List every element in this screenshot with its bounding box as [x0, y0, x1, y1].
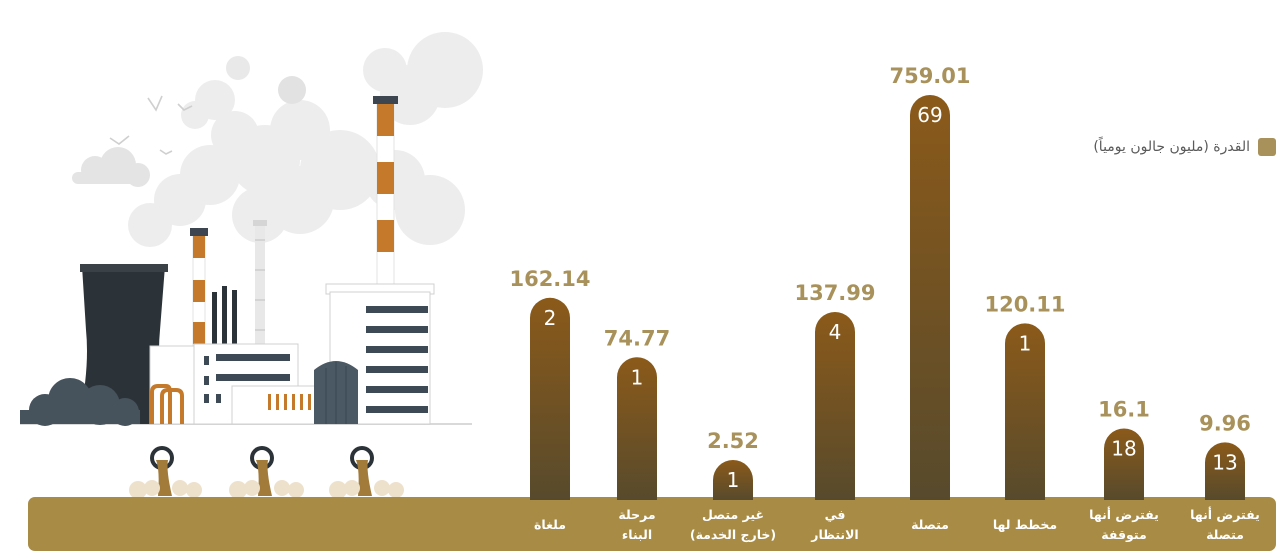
value-label: 16.1 — [1098, 397, 1150, 421]
count-label: 18 — [1111, 436, 1136, 460]
value-label: 162.14 — [509, 267, 590, 291]
value-label: 9.96 — [1199, 411, 1251, 435]
legend-swatch — [1258, 138, 1276, 156]
category-label: يفترض أنها متصلة — [1190, 507, 1260, 542]
category-label: متصلة — [911, 517, 949, 532]
bar — [530, 297, 570, 500]
bar — [1205, 442, 1245, 500]
bar — [713, 460, 753, 500]
count-label: 13 — [1212, 450, 1237, 474]
value-label: 120.11 — [984, 292, 1065, 316]
value-label: 74.77 — [604, 326, 670, 350]
legend: القدرة (مليون جالون يومياً) — [1040, 137, 1276, 157]
category-band — [28, 497, 1276, 551]
bar — [815, 311, 855, 500]
category-label: مخطط لها — [992, 517, 1058, 532]
category-label: في الانتظار — [811, 507, 859, 542]
bar — [910, 95, 950, 500]
legend-label: القدرة (مليون جالون يومياً) — [1093, 139, 1250, 155]
bar — [1005, 323, 1045, 500]
bar — [1104, 428, 1144, 500]
count-label: 1 — [727, 468, 740, 492]
value-label: 2.52 — [707, 429, 759, 453]
bar — [617, 357, 657, 500]
count-label: 69 — [917, 103, 942, 127]
category-label: غير متصل (خارج الخدمة) — [689, 507, 777, 542]
count-label: 1 — [1019, 331, 1032, 355]
count-label: 2 — [544, 306, 557, 330]
value-label: 759.01 — [889, 64, 970, 88]
count-label: 4 — [829, 320, 842, 344]
value-label: 137.99 — [794, 281, 875, 305]
category-label: مرحلة البناء — [618, 507, 656, 542]
count-label: 1 — [631, 365, 644, 389]
category-label: ملغاة — [534, 517, 566, 532]
category-label: يفترض أنها متوقفة — [1089, 507, 1159, 542]
